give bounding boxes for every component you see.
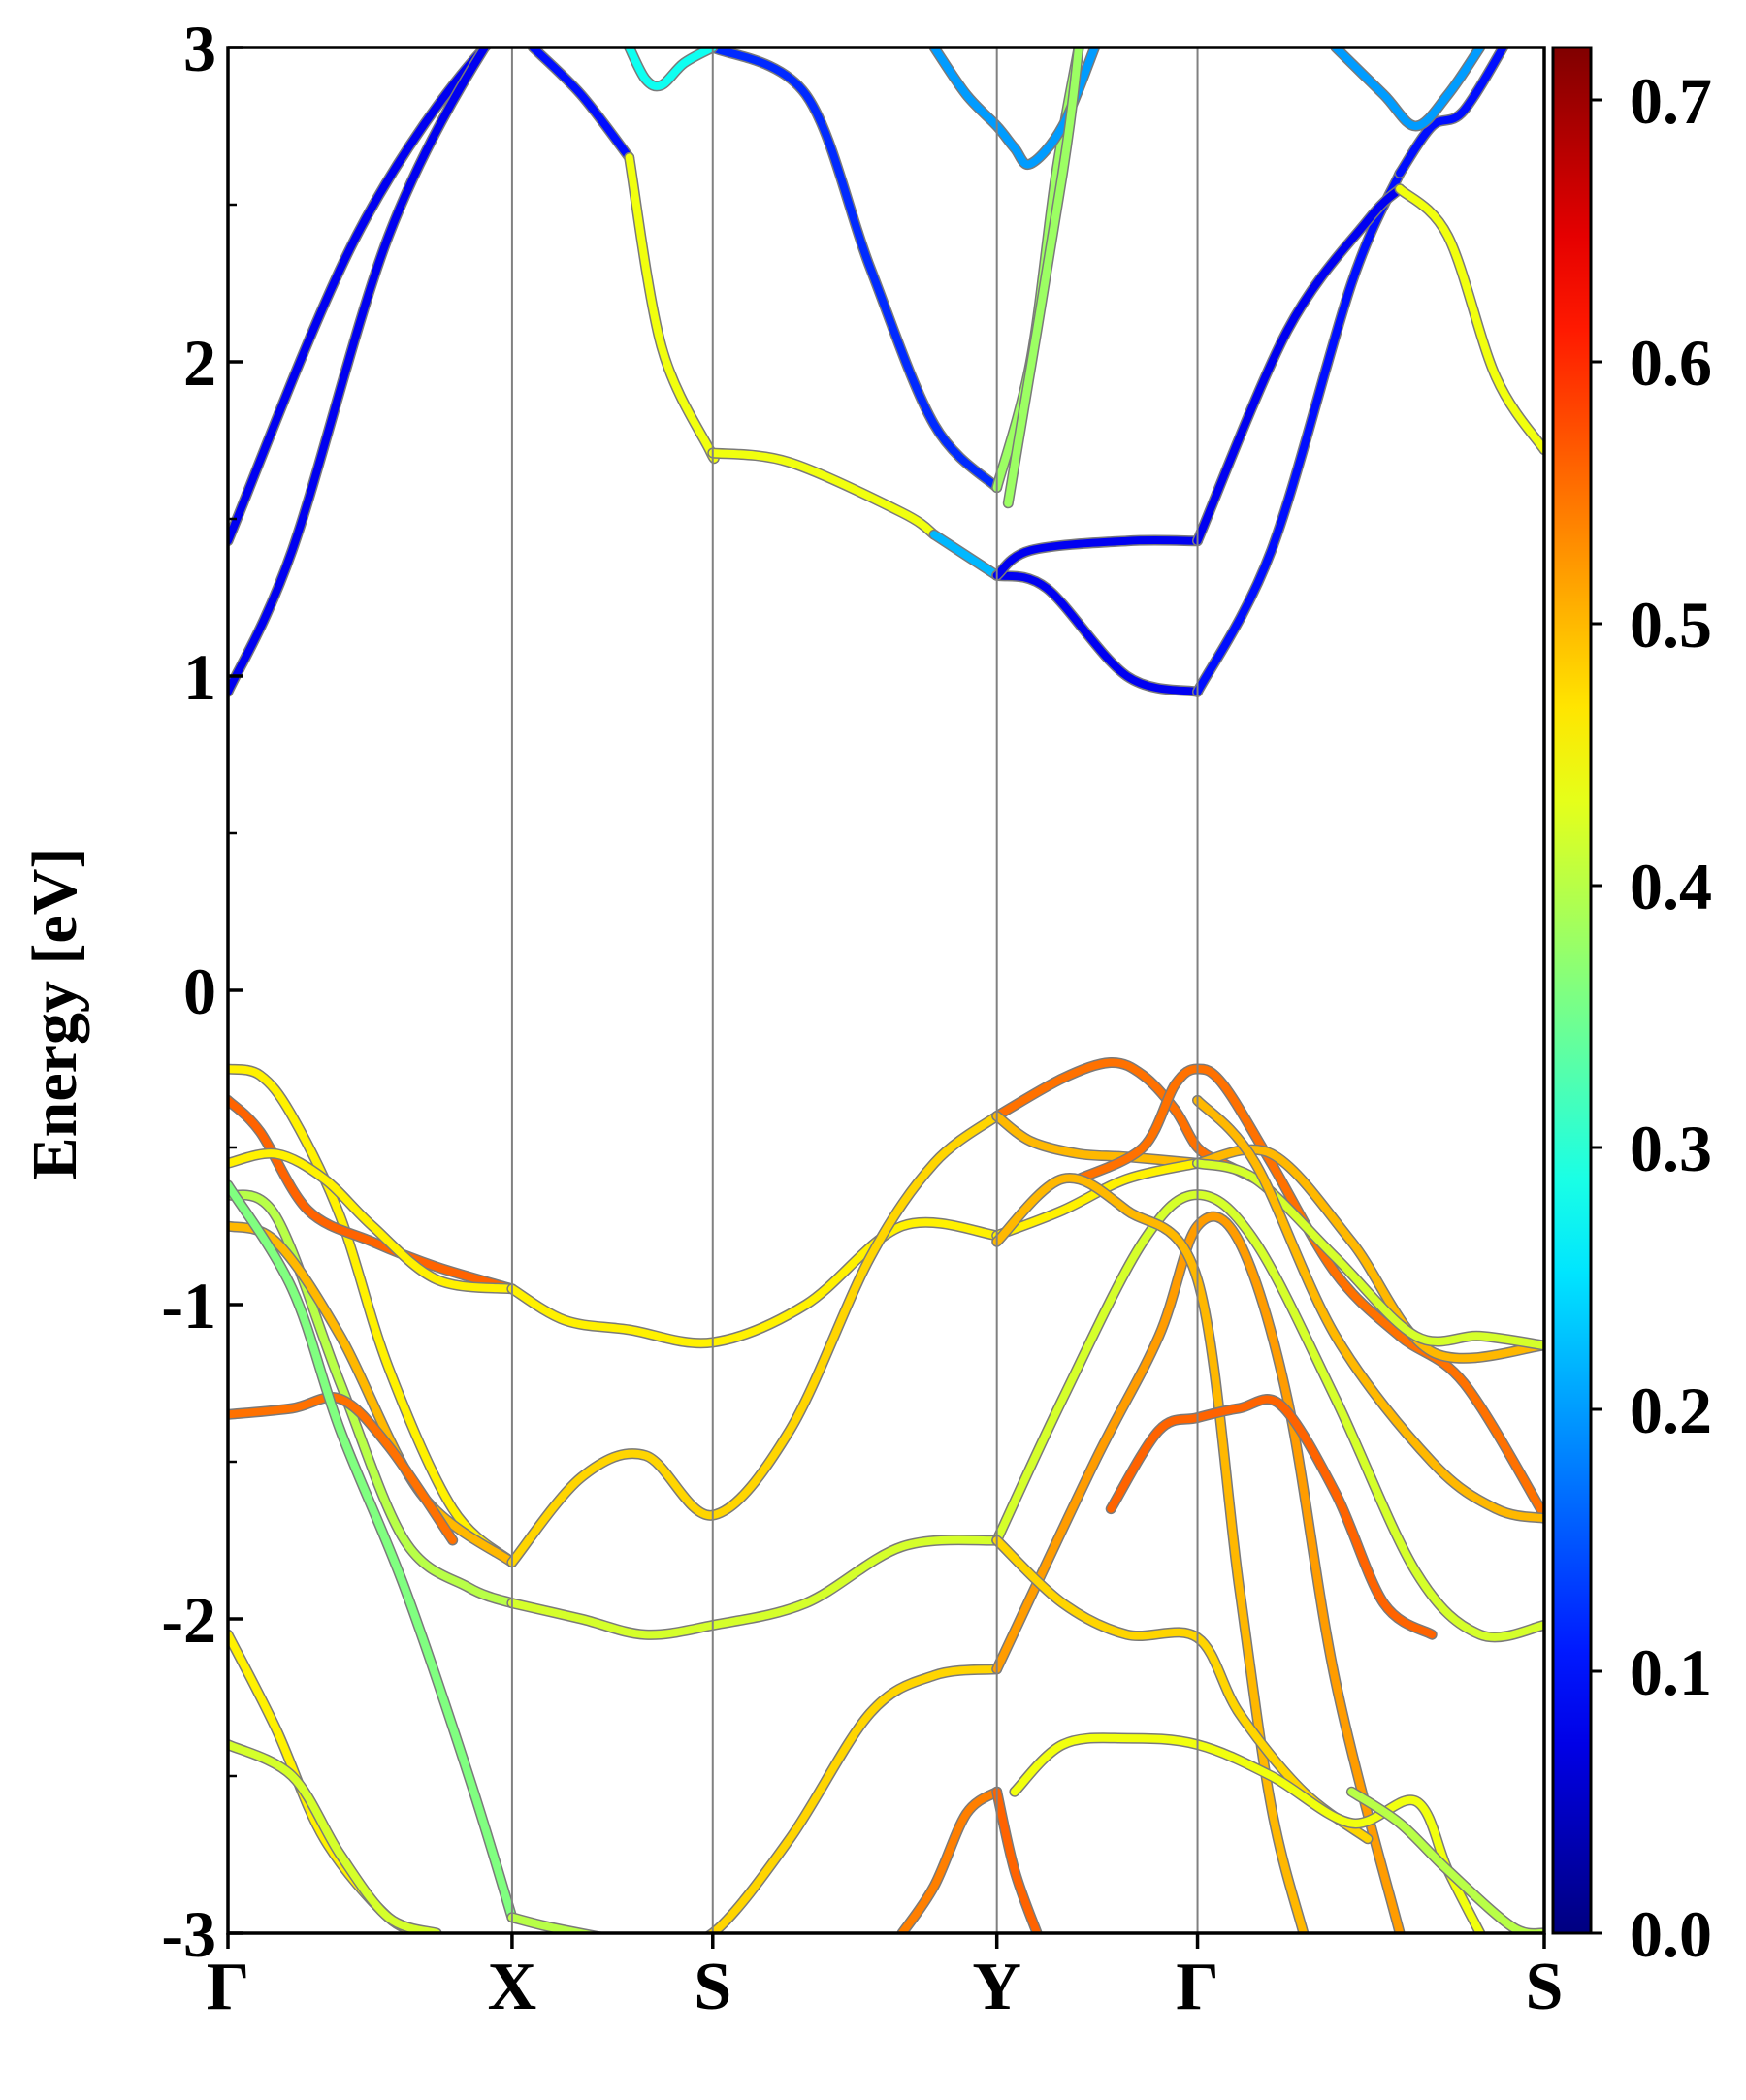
x-tick-label: Γ (1176, 1950, 1219, 2024)
band-line-36 (992, 1159, 1202, 1240)
band-line-37 (1075, 1065, 1544, 1520)
colorbar-tick-label: 0.6 (1630, 326, 1712, 400)
x-tick-label: S (1526, 1950, 1564, 2024)
band-line-20 (228, 1149, 516, 1293)
band-outline-1 (228, 48, 492, 697)
colorbar-tick-label: 0.2 (1630, 1373, 1712, 1447)
band-line-35 (992, 1112, 1202, 1168)
band-line-15 (1004, 48, 1083, 507)
colorbar-tick-label: 0.3 (1630, 1112, 1712, 1185)
band-line-10 (1193, 184, 1405, 545)
colorbar-tick-label: 0.4 (1630, 850, 1712, 923)
y-tick-label: 2 (183, 326, 216, 400)
band-outline-29 (506, 1111, 1003, 1568)
band-line-11 (1396, 184, 1544, 454)
band-outline-11 (1394, 183, 1544, 456)
x-tick-label: Y (972, 1950, 1021, 2024)
band-line-23 (228, 1393, 457, 1544)
band-lines (228, 48, 1544, 1933)
band-line-2 (529, 48, 633, 162)
band-outline-3 (624, 151, 720, 465)
y-tick-label: -1 (161, 1269, 216, 1342)
band-line-12 (708, 48, 1001, 492)
y-axis-label: Energy [eV] (19, 848, 90, 1180)
y-tick-label: 1 (183, 640, 216, 714)
band-line-0 (228, 48, 491, 545)
x-tick-label: Γ (207, 1950, 250, 2024)
band-line-32 (898, 1788, 1001, 1933)
band-line-22 (228, 1222, 516, 1567)
band-line-44 (1107, 1395, 1437, 1639)
y-tick-label: -2 (161, 1583, 216, 1657)
band-line-46 (1010, 1733, 1484, 1933)
colorbar: 0.0 0.1 0.2 0.3 0.4 0.5 0.6 0.7 (1551, 46, 1712, 1971)
band-line-30 (507, 1535, 1001, 1639)
band-line-29 (507, 1112, 1001, 1567)
band-outline-7 (1192, 168, 1406, 697)
band-outline-19 (228, 1094, 518, 1295)
kpoint-separators (510, 48, 1199, 1933)
band-line-42 (992, 1212, 1405, 1933)
band-outline-25 (228, 1629, 433, 1933)
colorbar-tick-label: 0.5 (1630, 588, 1712, 662)
band-line-24 (228, 1180, 516, 1922)
band-outline-6 (991, 569, 1203, 697)
band-line-27 (507, 1913, 601, 1933)
band-line-38 (1193, 1146, 1544, 1363)
colorbar-tick-label: 0.1 (1630, 1635, 1712, 1709)
band-outline-0 (228, 48, 493, 547)
band-line-18 (228, 1065, 516, 1567)
x-tick-label: S (694, 1950, 731, 2024)
band-line-8 (1396, 48, 1508, 178)
band-outline-45 (991, 1535, 1374, 1845)
band-line-17 (1331, 48, 1484, 130)
band-line-28 (507, 1218, 1001, 1347)
band-line-21 (228, 1190, 516, 1607)
band-line-3 (625, 153, 719, 463)
band-line-6 (992, 571, 1202, 696)
band-line-33 (992, 1788, 1042, 1933)
y-tick-label: 3 (183, 12, 216, 85)
band-line-43 (992, 1174, 1308, 1933)
band-line-7 (1193, 169, 1405, 696)
band-outline-12 (707, 48, 1003, 494)
band-line-1 (228, 48, 490, 696)
band-line-31 (705, 1664, 1001, 1933)
band-line-25 (228, 1631, 432, 1933)
colorbar-tick-label: 0.0 (1630, 1897, 1712, 1971)
band-line-40 (1193, 1096, 1544, 1523)
y-tick-label: -3 (161, 1897, 216, 1971)
band-line-41 (992, 1190, 1544, 1641)
plot-axes: -3 -2 -1 0 1 2 3 Γ X S Y Γ S (161, 12, 1563, 2024)
band-line-19 (228, 1096, 516, 1293)
y-tick-label: 0 (183, 954, 216, 1028)
band-line-26 (228, 1740, 441, 1933)
x-tick-label: X (488, 1950, 537, 2024)
colorbar-tick-label: 0.7 (1630, 64, 1712, 138)
band-line-9 (992, 535, 1202, 580)
band-line-39 (1193, 1159, 1544, 1350)
band-line-16 (625, 48, 717, 90)
colorbar-bar (1551, 46, 1593, 1935)
band-outline-4 (707, 447, 940, 540)
band-line-5 (930, 531, 1001, 580)
band-line-4 (708, 449, 939, 539)
band-outline-31 (702, 1664, 1003, 1933)
